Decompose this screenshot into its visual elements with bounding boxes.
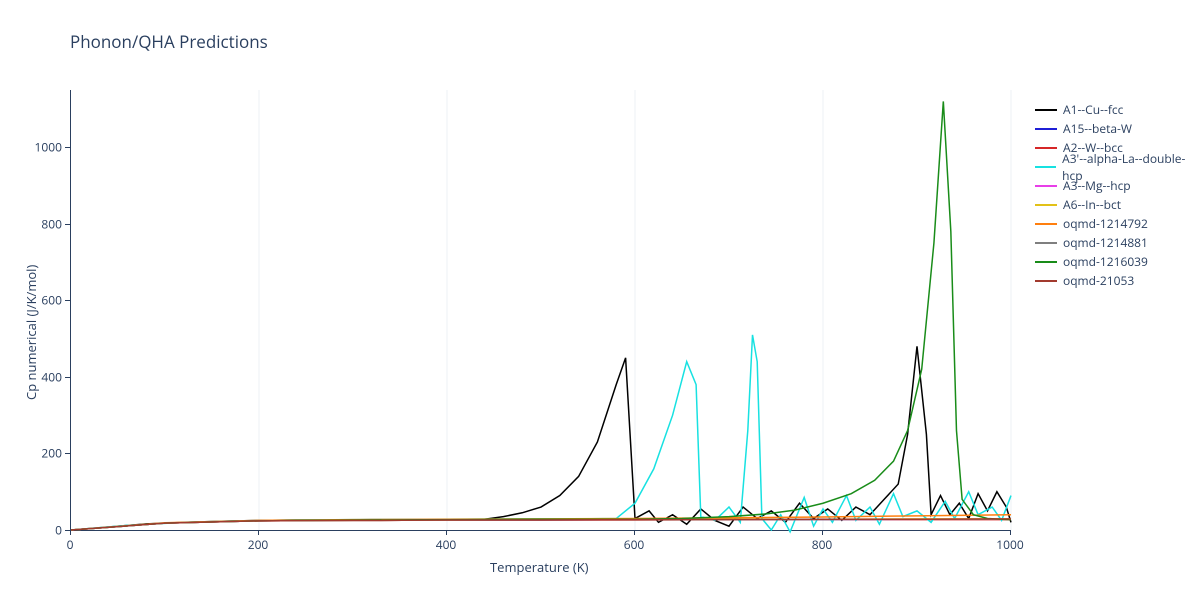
y-tick-label: 1000: [30, 139, 62, 156]
legend-item[interactable]: A6--In--bct: [1035, 195, 1200, 214]
y-tick-label: 200: [30, 445, 62, 462]
legend-swatch: [1035, 223, 1057, 225]
y-tick-mark: [65, 530, 70, 531]
x-tick-label: 400: [436, 536, 457, 553]
legend-item[interactable]: oqmd-1214792: [1035, 214, 1200, 233]
y-tick-label: 400: [30, 368, 62, 385]
series-line[interactable]: [71, 519, 1011, 530]
y-tick-label: 0: [30, 522, 62, 539]
legend-label: oqmd-1216039: [1063, 253, 1148, 270]
x-tick-label: 600: [624, 536, 645, 553]
legend-label: oqmd-1214881: [1063, 234, 1148, 251]
y-tick-label: 600: [30, 292, 62, 309]
x-tick-mark: [70, 530, 71, 535]
legend-swatch: [1035, 261, 1057, 263]
legend-item[interactable]: oqmd-21053: [1035, 271, 1200, 290]
x-tick-mark: [634, 530, 635, 535]
y-tick-mark: [65, 453, 70, 454]
y-tick-mark: [65, 147, 70, 148]
x-tick-mark: [446, 530, 447, 535]
y-tick-mark: [65, 224, 70, 225]
legend-item[interactable]: A15--beta-W: [1035, 119, 1200, 138]
legend-item[interactable]: A3'--alpha-La--double-hcp: [1035, 157, 1200, 176]
legend-swatch: [1035, 147, 1057, 149]
y-tick-label: 800: [30, 215, 62, 232]
legend-swatch: [1035, 109, 1057, 111]
legend-swatch: [1035, 166, 1056, 168]
legend-label: A1--Cu--fcc: [1063, 101, 1123, 118]
legend-label: oqmd-21053: [1063, 272, 1134, 289]
legend-item[interactable]: oqmd-1216039: [1035, 252, 1200, 271]
x-tick-mark: [822, 530, 823, 535]
x-tick-mark: [1010, 530, 1011, 535]
x-tick-label: 800: [812, 536, 833, 553]
legend-swatch: [1035, 242, 1057, 244]
y-tick-mark: [65, 377, 70, 378]
series-line[interactable]: [71, 335, 1011, 532]
legend-label: A15--beta-W: [1063, 120, 1132, 137]
legend-label: A6--In--bct: [1063, 196, 1121, 213]
legend-swatch: [1035, 128, 1057, 130]
legend-label: oqmd-1214792: [1063, 215, 1148, 232]
y-tick-mark: [65, 300, 70, 301]
chart-title: Phonon/QHA Predictions: [70, 30, 268, 53]
legend-swatch: [1035, 204, 1057, 206]
x-tick-label: 0: [67, 536, 74, 553]
series-line[interactable]: [71, 346, 1011, 530]
legend-swatch: [1035, 280, 1057, 282]
legend-label: A3--Mg--hcp: [1063, 177, 1131, 194]
series-line[interactable]: [71, 101, 1011, 530]
chart-root: Phonon/QHA Predictions Cp numerical (J/K…: [0, 0, 1200, 600]
legend-item[interactable]: oqmd-1214881: [1035, 233, 1200, 252]
x-tick-label: 200: [248, 536, 269, 553]
x-axis-label: Temperature (K): [490, 558, 589, 576]
plot-area[interactable]: [70, 90, 1011, 531]
x-tick-mark: [258, 530, 259, 535]
legend-item[interactable]: A1--Cu--fcc: [1035, 100, 1200, 119]
legend: A1--Cu--fccA15--beta-WA2--W--bccA3'--alp…: [1035, 100, 1200, 290]
series-lines: [71, 90, 1011, 530]
legend-swatch: [1035, 185, 1057, 187]
x-tick-label: 1000: [996, 536, 1023, 553]
